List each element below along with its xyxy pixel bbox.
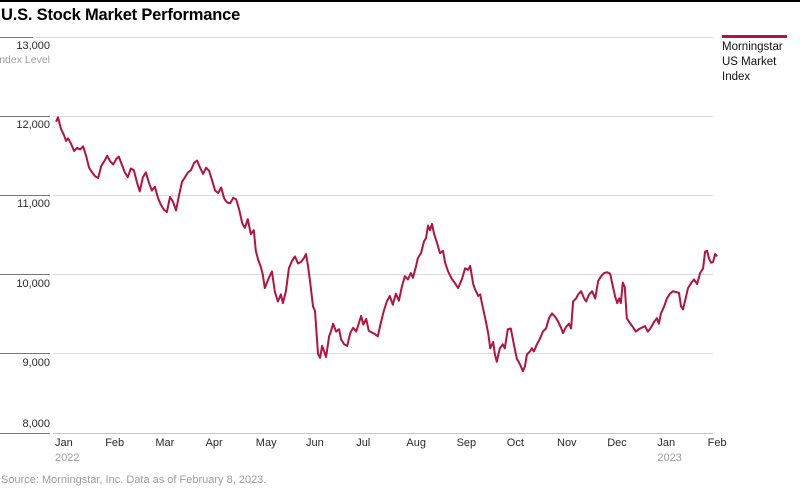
gridline-11000 (53, 194, 713, 196)
legend-label-line-3: Index (722, 71, 751, 83)
source-note: Source: Morningstar, Inc. Data as of Feb… (1, 474, 267, 486)
x-tick-label-6: Jul (356, 437, 371, 449)
x-tick-label-3: Apr (205, 437, 223, 449)
y-tick-label-12000: 12,000 (16, 119, 50, 132)
x-tick-label-7: Aug (406, 437, 426, 449)
y-tick-label-11000: 11,000 (17, 198, 50, 211)
y-axis-stub (0, 432, 50, 434)
y-axis-stub (0, 194, 50, 196)
gridline-10000 (53, 274, 713, 276)
x-tick-label-12: Jan (657, 437, 676, 449)
y-axis-stub (0, 115, 50, 117)
year-label-2022: 2022 (55, 452, 80, 464)
y-axis-stub (0, 36, 33, 38)
x-tick-label-4: May (255, 437, 277, 449)
year-label-2023: 2023 (657, 452, 682, 464)
legend-label-line-1: Morningstar (722, 41, 783, 53)
top-border-rule (0, 0, 800, 2)
y-axis-unit-label: Index Level (0, 54, 50, 66)
x-tick-label-10: Nov (557, 437, 577, 449)
x-tick-label-8: Sep (456, 437, 477, 449)
legend-swatch-line (722, 35, 787, 38)
x-tick-label-2: Mar (155, 437, 175, 449)
y-tick-label-8000: 8,000 (22, 418, 50, 430)
gridline-8000 (53, 432, 713, 434)
gridline-12000 (53, 115, 713, 117)
x-tick-label-5: Jun (306, 437, 324, 449)
y-tick-label-10000: 10,000 (16, 277, 50, 290)
gridline-9000 (53, 353, 713, 355)
legend-label: Morningstar US Market Index (722, 40, 783, 85)
x-tick-label-1: Feb (105, 437, 125, 449)
series-line-morningstar-us-market-index (55, 116, 718, 373)
legend-label-line-2: US Market (722, 56, 777, 68)
y-axis-stub (0, 274, 50, 276)
x-tick-label-13: Feb (707, 437, 727, 449)
page-title: U.S. Stock Market Performance (1, 6, 241, 24)
y-tick-label-13000: 13,000 (16, 40, 50, 52)
y-tick-label-9000: 9,000 (22, 356, 50, 369)
y-axis-stub (0, 353, 50, 355)
x-tick-label-11: Dec (607, 437, 627, 449)
x-tick-label-9: Oct (506, 437, 524, 449)
x-tick-label-0: Jan (55, 437, 73, 449)
gridline-13000 (36, 36, 713, 38)
